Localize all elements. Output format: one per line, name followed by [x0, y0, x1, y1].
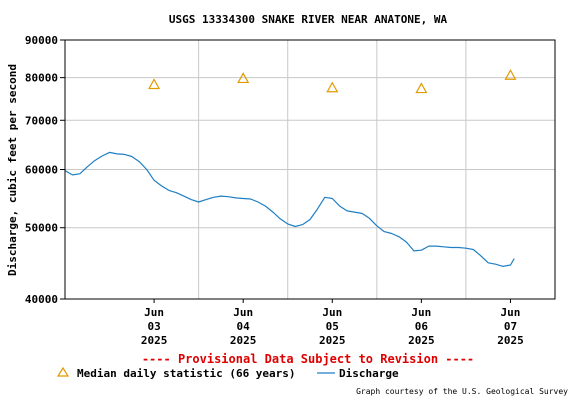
chart-title: USGS 13334300 SNAKE RIVER NEAR ANATONE, …	[169, 13, 448, 26]
x-tick-label: 2025	[141, 334, 168, 347]
x-tick-label: 07	[504, 320, 517, 333]
x-tick-label: 06	[415, 320, 429, 333]
median-point	[326, 81, 339, 93]
x-tick-label: Jun	[233, 306, 253, 319]
median-point	[504, 68, 517, 80]
x-tick-label: 2025	[497, 334, 524, 347]
y-axis-ticks: 40000 50000 60000 70000 80000 90000	[25, 34, 65, 306]
x-tick-label: Jun	[501, 306, 521, 319]
y-tick-label: 70000	[25, 114, 58, 127]
series-layer	[64, 68, 517, 267]
x-tick-label: 2025	[230, 334, 257, 347]
x-axis-ticks: Jun032025Jun042025Jun052025Jun062025Jun0…	[141, 299, 524, 347]
provisional-notice: ---- Provisional Data Subject to Revisio…	[142, 352, 474, 366]
y-tick-label: 60000	[25, 164, 58, 177]
discharge-line	[64, 151, 515, 267]
legend-median-marker	[56, 366, 70, 377]
x-tick-label: 05	[326, 320, 339, 333]
x-tick-label: 03	[147, 320, 160, 333]
x-tick-label: Jun	[322, 306, 342, 319]
credit-text: Graph courtesy of the U.S. Geological Su…	[356, 387, 568, 396]
y-tick-label: 40000	[25, 293, 58, 306]
median-point	[415, 82, 428, 94]
y-tick-label: 80000	[25, 72, 58, 85]
median-point	[148, 78, 161, 90]
x-tick-label: Jun	[144, 306, 164, 319]
legend-median-label: Median daily statistic (66 years)	[77, 367, 296, 380]
median-point	[237, 72, 250, 84]
x-tick-label: 04	[237, 320, 251, 333]
y-tick-label: 90000	[25, 34, 58, 47]
x-tick-label: Jun	[411, 306, 431, 319]
y-tick-label: 50000	[25, 222, 58, 235]
legend: Median daily statistic (66 years) Discha…	[56, 366, 399, 380]
y-axis-label: Discharge, cubic feet per second	[6, 64, 19, 276]
x-tick-label: 2025	[319, 334, 346, 347]
x-tick-label: 2025	[408, 334, 435, 347]
plot-frame	[64, 39, 556, 300]
legend-discharge-label: Discharge	[339, 367, 399, 380]
